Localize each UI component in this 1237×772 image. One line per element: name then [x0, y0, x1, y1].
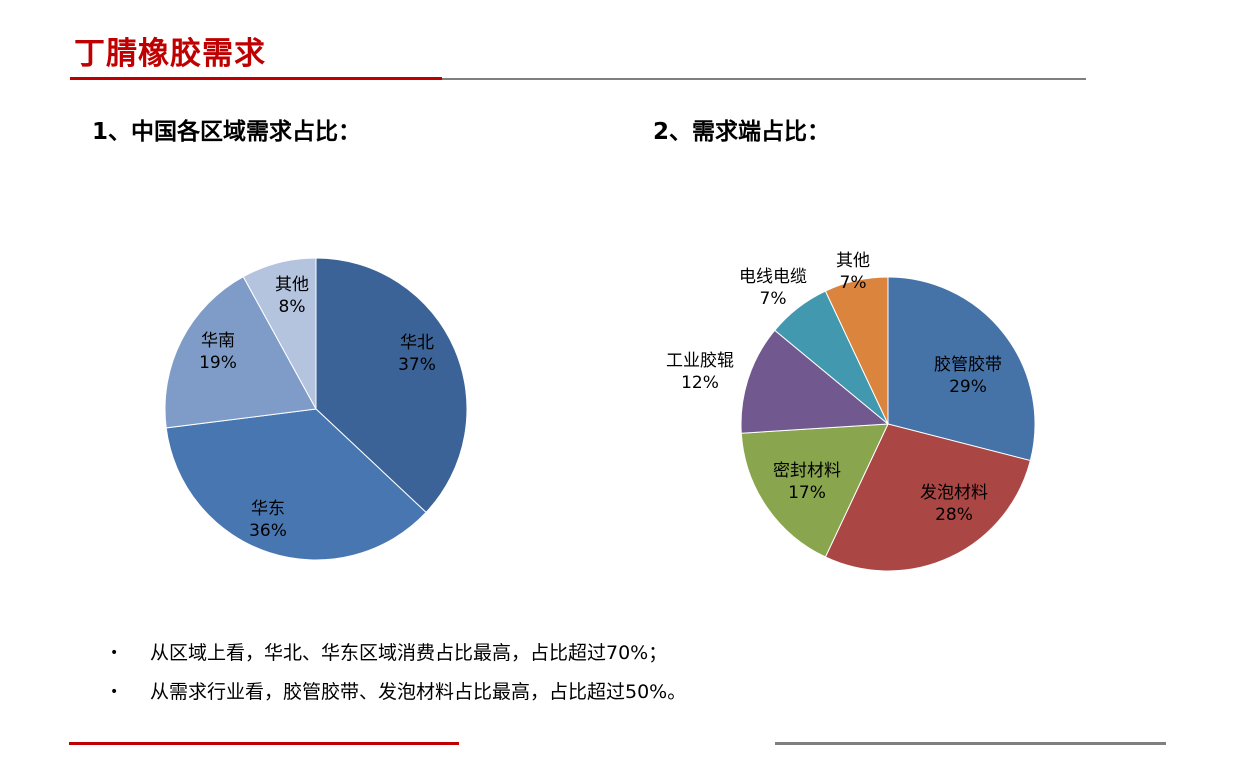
pie-slice	[824, 276, 889, 425]
slice-label: 华南	[201, 331, 235, 351]
slice-label: 华北	[400, 333, 434, 353]
bullet-text: 从需求行业看，胶管胶带、发泡材料占比最高，占比超过50%。	[150, 681, 687, 703]
pie-slice	[242, 257, 317, 410]
slice-label: 工业胶辊	[666, 351, 734, 371]
pie-slice	[824, 423, 1031, 572]
footer-rule-red	[69, 742, 459, 745]
bullet-text: 从区域上看，华北、华东区域消费占比最高，占比超过70%；	[150, 642, 668, 664]
slide-title: 丁腈橡胶需求	[74, 36, 266, 72]
bullet-item: • 从区域上看，华北、华东区域消费占比最高，占比超过70%；	[110, 634, 686, 673]
slice-label: 其他	[275, 275, 309, 295]
pie-slice	[740, 423, 889, 558]
slice-label: 其他	[836, 251, 870, 271]
slice-value-label: 37%	[398, 355, 436, 375]
summary-bullets: • 从区域上看，华北、华东区域消费占比最高，占比超过70%； • 从需求行业看，胶管…	[110, 634, 686, 712]
slice-value-label: 8%	[279, 297, 306, 317]
title-underline-gray	[442, 78, 1086, 80]
slice-value-label: 12%	[681, 373, 719, 393]
pie-slice	[315, 257, 468, 514]
slice-label: 华东	[251, 499, 285, 519]
slice-value-label: 36%	[249, 521, 287, 541]
bullet-marker: •	[110, 684, 119, 700]
pie-slice	[164, 275, 317, 429]
pie-slice	[165, 408, 427, 561]
region-chart-title: 1、中国各区域需求占比：	[92, 119, 362, 145]
slice-value-label: 28%	[935, 505, 973, 525]
slice-label: 胶管胶带	[934, 355, 1002, 375]
slice-value-label: 7%	[760, 289, 787, 309]
bullet-item: • 从需求行业看，胶管胶带、发泡材料占比最高，占比超过50%。	[110, 673, 686, 712]
footer-rule-gray	[775, 742, 1166, 745]
slice-label: 发泡材料	[920, 483, 988, 503]
slice-value-label: 17%	[788, 483, 826, 503]
slice-label: 电线电缆	[739, 267, 807, 287]
demand-chart-title: 2、需求端占比：	[653, 119, 831, 145]
bullet-marker: •	[110, 645, 119, 661]
pie-slice	[887, 276, 1036, 462]
slice-value-label: 19%	[199, 353, 237, 373]
title-underline-red	[70, 77, 442, 80]
slice-value-label: 7%	[840, 273, 867, 293]
slice-value-label: 29%	[949, 377, 987, 397]
pie-slice	[740, 329, 890, 434]
slice-label: 密封材料	[773, 461, 841, 481]
